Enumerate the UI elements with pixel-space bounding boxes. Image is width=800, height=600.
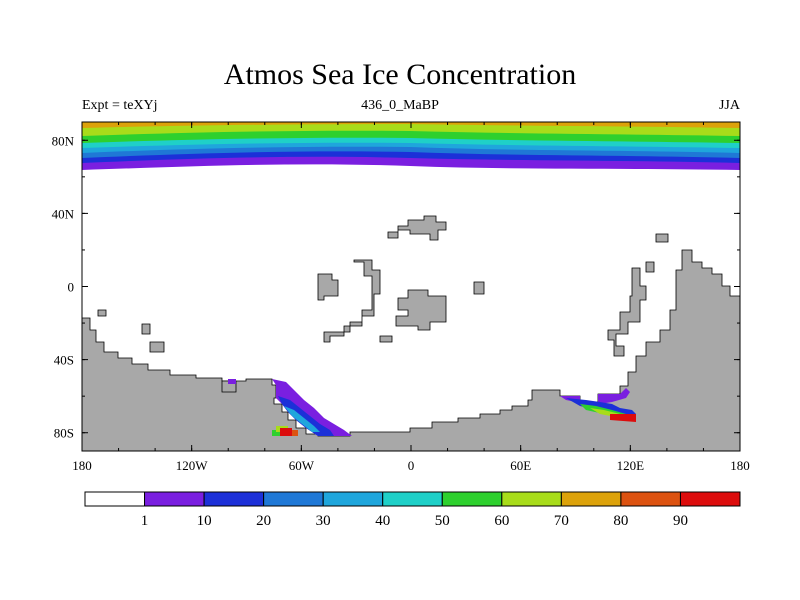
y-tick-label: 80N [52,133,75,148]
x-tick-label: 0 [408,458,415,473]
island-central-c [395,289,447,331]
arctic-sea-ice [82,122,740,170]
colorbar-label: 90 [673,513,688,529]
x-tick-label: 60E [510,458,531,473]
y-tick-label: 80S [54,426,74,441]
colorbar-label: 20 [256,513,271,529]
sice-east-90 [610,414,636,422]
east-islands-b [645,261,655,273]
east-islands-c [655,233,669,243]
island-central-a [317,273,339,301]
colorbar-label: 10 [197,513,212,529]
colorbar-label: 70 [554,513,569,529]
island-135w-a [141,323,151,335]
sice-peninsula-30 [284,406,320,432]
x-tick-label: 120E [617,458,645,473]
axes: 180 120W 60W 0 60E 120E 180 80N 40N 0 40S 80S [52,122,750,473]
island-central-e [473,281,485,295]
colorbar-box [560,491,622,507]
southern-sea-ice [228,379,636,436]
colorbar-box [501,491,562,507]
colorbar-box [441,491,503,507]
x-tick-label: 120W [176,458,209,473]
y-tick-label: 0 [68,280,75,295]
colorbar-box [84,491,146,507]
sice-west-edge [228,379,236,384]
colorbar-box [322,491,384,507]
sice-peninsula-80 [292,430,298,436]
colorbar-label: 1 [141,513,149,529]
colorbar-label: 40 [375,513,390,529]
colorbar-box [679,491,741,507]
southern-continent [82,249,740,451]
chart-title: Atmos Sea Ice Concentration [223,58,577,91]
colorbar-box [263,491,324,507]
center-string: 436_0_MaBP [361,98,439,113]
sice-peninsula-1 [272,379,352,436]
island-central-b [323,259,381,343]
left-string: Expt = teXYj [82,98,158,113]
island-155w [97,309,107,317]
north-block [387,215,447,241]
colorbar-label: 30 [316,513,331,529]
sice-peninsula-90 [280,428,292,436]
y-tick-label: 40N [52,206,75,221]
sice-peninsula-10 [278,396,334,436]
colorbar-box [382,491,443,507]
colorbar-box [144,491,205,507]
island-135w-b [149,341,165,353]
colorbar-label: 60 [494,513,509,529]
colorbar-label: 50 [435,513,450,529]
east-islands-a [607,267,647,357]
y-tick-label: 40S [54,353,74,368]
x-tick-label: 180 [72,458,92,473]
colorbar: 1 10 20 30 40 50 60 70 80 90 [84,491,741,529]
right-string: JJA [718,98,740,113]
colorbar-box [620,491,681,507]
island-central-d [379,335,393,343]
x-tick-label: 60W [289,458,315,473]
colorbar-label: 80 [613,513,628,529]
x-tick-label: 180 [730,458,750,473]
land-masses [82,215,740,451]
colorbar-box [203,491,265,507]
ice-band-70 [82,122,740,128]
